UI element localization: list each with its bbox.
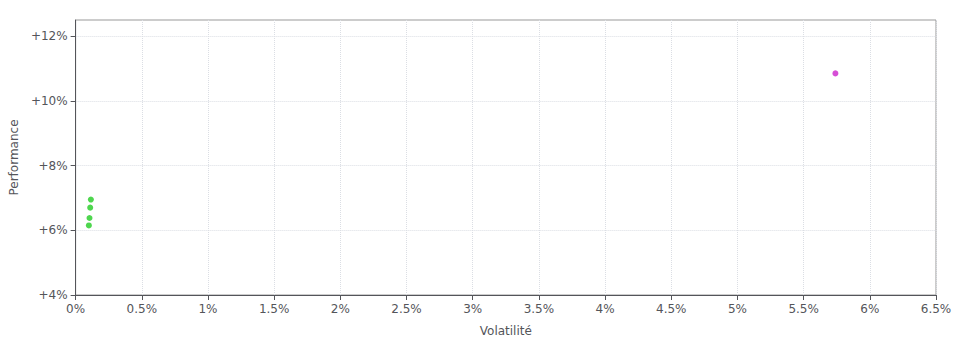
- svg-text:+8%: +8%: [39, 159, 68, 173]
- svg-text:5%: 5%: [728, 302, 747, 316]
- svg-text:2.5%: 2.5%: [391, 302, 422, 316]
- svg-text:+12%: +12%: [31, 29, 68, 43]
- svg-text:0.5%: 0.5%: [127, 302, 158, 316]
- svg-text:Volatilité: Volatilité: [480, 324, 532, 338]
- svg-text:+10%: +10%: [31, 94, 68, 108]
- svg-text:1.5%: 1.5%: [259, 302, 290, 316]
- svg-text:Performance: Performance: [7, 119, 21, 195]
- svg-text:0%: 0%: [66, 302, 85, 316]
- svg-text:3.5%: 3.5%: [524, 302, 555, 316]
- svg-text:5.5%: 5.5%: [788, 302, 819, 316]
- svg-text:4.5%: 4.5%: [656, 302, 687, 316]
- svg-text:+4%: +4%: [39, 288, 68, 302]
- svg-text:6.5%: 6.5%: [921, 302, 952, 316]
- svg-text:2%: 2%: [331, 302, 350, 316]
- svg-text:4%: 4%: [596, 302, 615, 316]
- svg-text:1%: 1%: [198, 302, 217, 316]
- svg-text:+6%: +6%: [39, 223, 68, 237]
- svg-text:6%: 6%: [860, 302, 879, 316]
- svg-text:3%: 3%: [463, 302, 482, 316]
